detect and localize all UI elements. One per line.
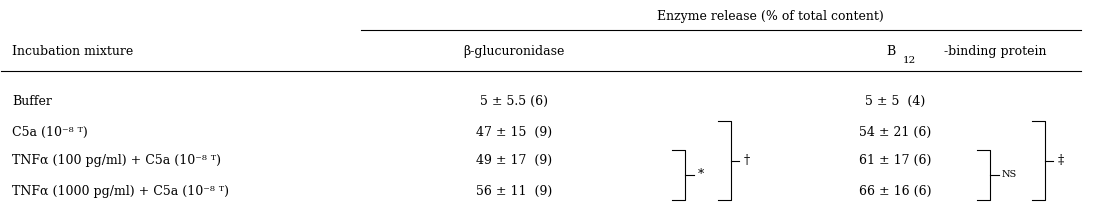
Text: 12: 12 [903,56,916,65]
Text: *: * [698,168,704,181]
Text: Buffer: Buffer [12,95,52,108]
Text: Enzyme release (% of total content): Enzyme release (% of total content) [657,10,883,23]
Text: NS: NS [1001,170,1016,179]
Text: B: B [886,45,895,58]
Text: 47 ± 15  (9): 47 ± 15 (9) [475,126,552,139]
Text: 61 ± 17 (6): 61 ± 17 (6) [859,154,931,167]
Text: β-glucuronidase: β-glucuronidase [463,45,564,58]
Text: 66 ± 16 (6): 66 ± 16 (6) [859,185,931,198]
Text: 5 ± 5  (4): 5 ± 5 (4) [866,95,926,108]
Text: 54 ± 21 (6): 54 ± 21 (6) [859,126,931,139]
Text: ‡: ‡ [1058,154,1065,167]
Text: †: † [744,154,750,167]
Text: TNFα (100 pg/ml) + C5a (10⁻⁸ ᵀ): TNFα (100 pg/ml) + C5a (10⁻⁸ ᵀ) [12,154,221,167]
Text: 49 ± 17  (9): 49 ± 17 (9) [475,154,552,167]
Text: -binding protein: -binding protein [944,45,1047,58]
Text: 5 ± 5.5 (6): 5 ± 5.5 (6) [480,95,548,108]
Text: C5a (10⁻⁸ ᵀ): C5a (10⁻⁸ ᵀ) [12,126,89,139]
Text: Incubation mixture: Incubation mixture [12,45,133,58]
Text: TNFα (1000 pg/ml) + C5a (10⁻⁸ ᵀ): TNFα (1000 pg/ml) + C5a (10⁻⁸ ᵀ) [12,185,230,198]
Text: 56 ± 11  (9): 56 ± 11 (9) [475,185,552,198]
